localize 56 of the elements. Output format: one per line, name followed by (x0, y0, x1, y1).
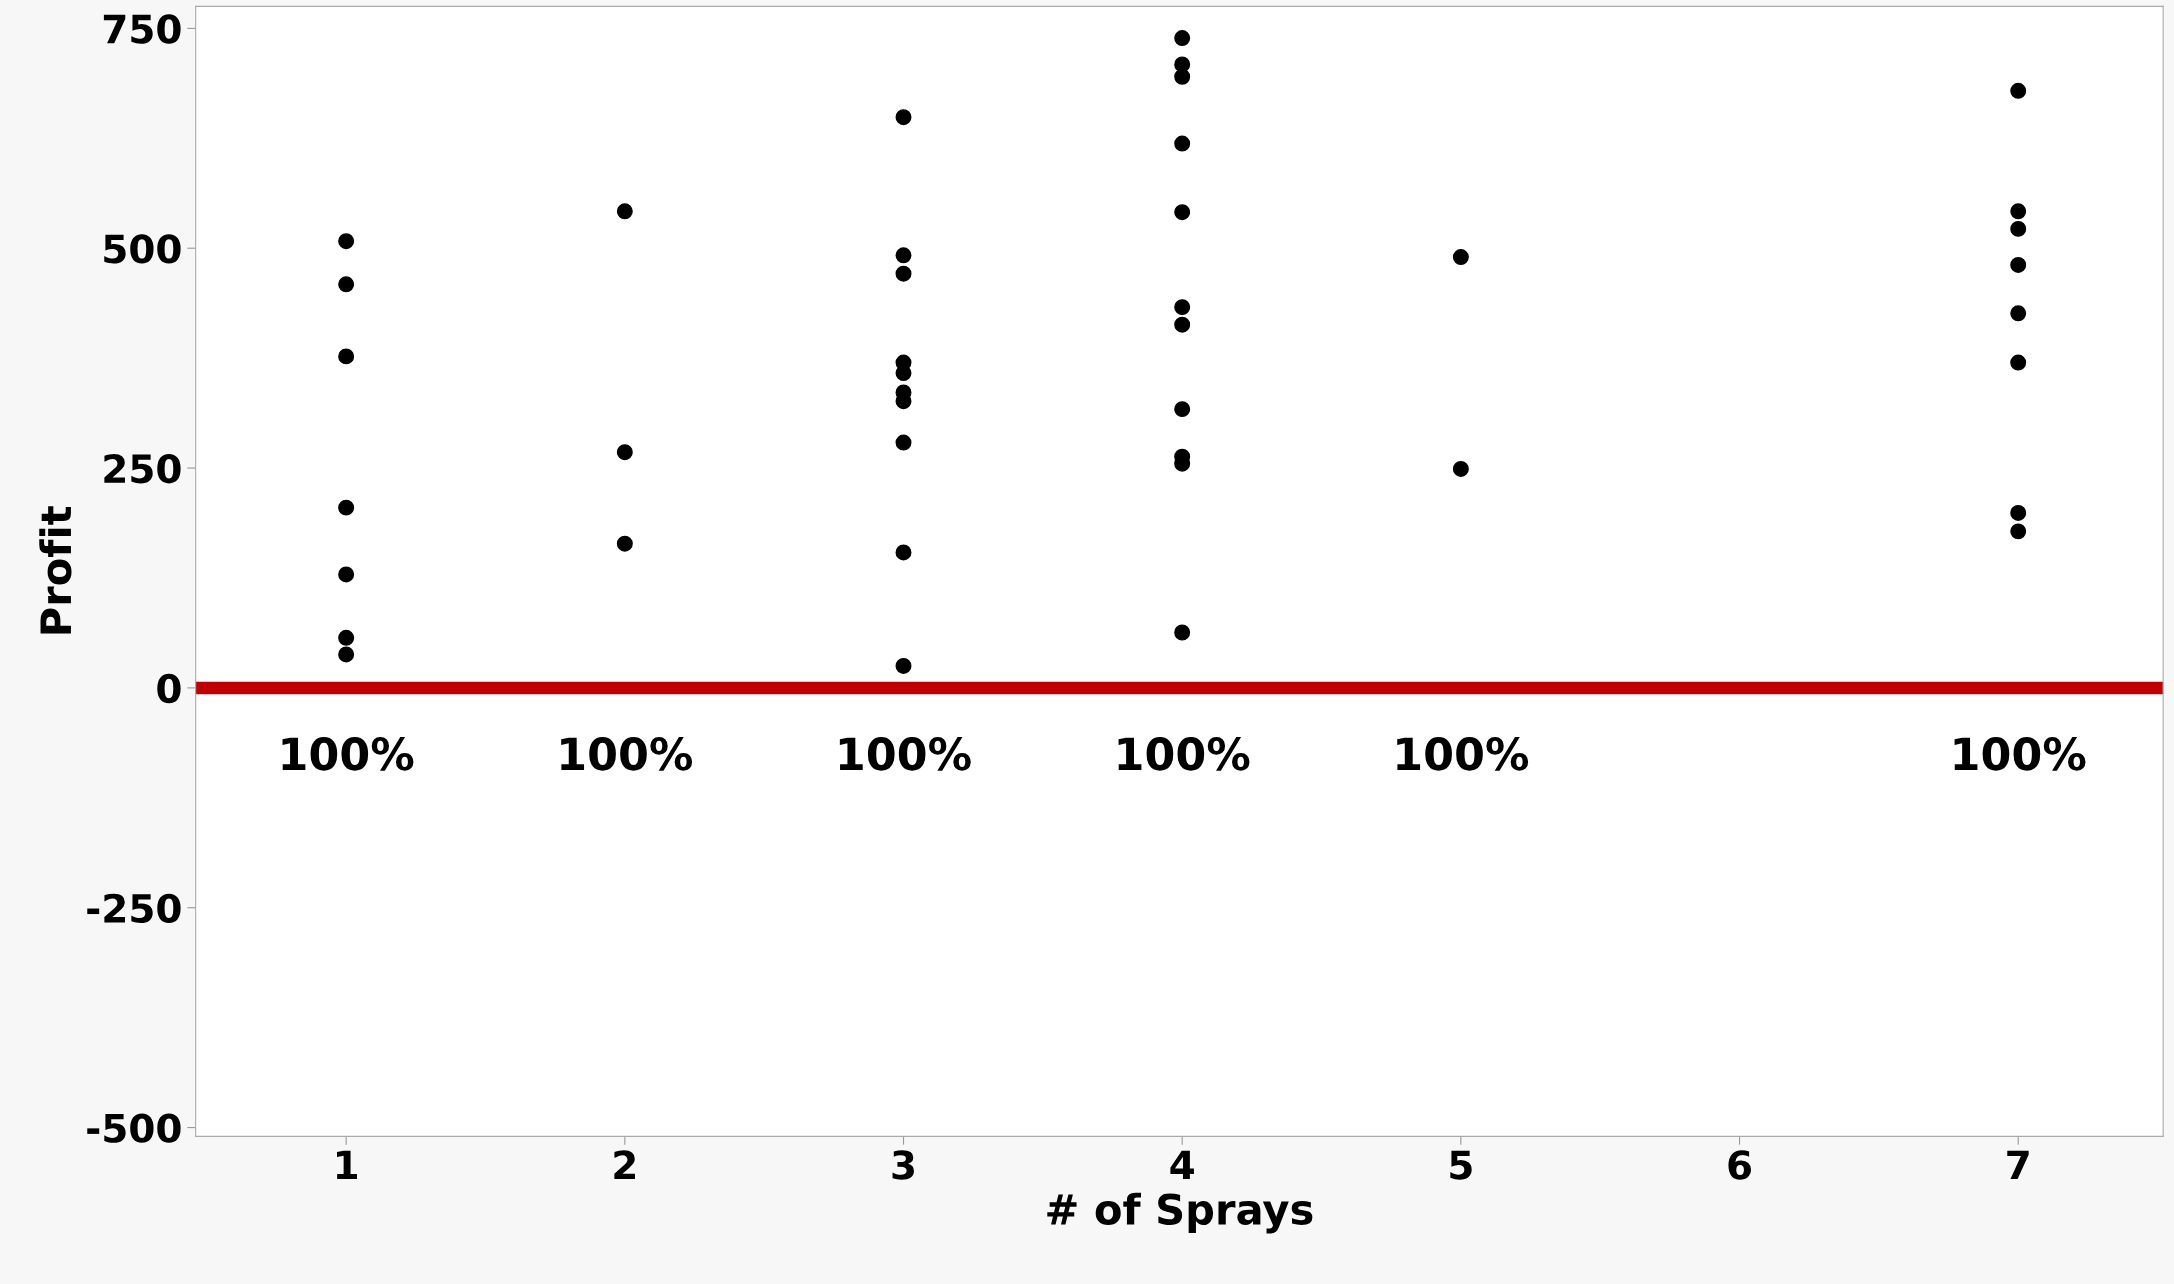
annotation: 100% (839, 737, 971, 771)
point (2010, 354, 2027, 371)
y-tick-label: 500 (104, 234, 181, 264)
point (338, 233, 355, 250)
point (895, 365, 912, 382)
point (895, 247, 912, 264)
point (1174, 135, 1191, 152)
point (338, 629, 355, 646)
y-tick-label: -500 (87, 1113, 181, 1143)
point (2010, 256, 2027, 273)
point (1174, 299, 1191, 316)
y-tick-label: 0 (157, 673, 181, 704)
x-axis-title: # of Sprays (1047, 1192, 1313, 1234)
point (2010, 504, 2027, 521)
point (1174, 401, 1191, 418)
y-tick-label: -250 (87, 893, 181, 924)
y-axis-title: Profit (39, 506, 72, 634)
point (2010, 203, 2027, 220)
x-tick-label: 6 (1728, 1150, 1751, 1180)
point (338, 276, 355, 293)
point (2010, 82, 2027, 99)
x-tick-label: 1 (337, 1150, 357, 1180)
point (895, 109, 912, 126)
point (616, 444, 633, 461)
x-tick-label: 5 (1450, 1150, 1472, 1180)
point (338, 499, 355, 516)
point (1174, 624, 1191, 641)
point (1174, 316, 1191, 333)
point (1174, 30, 1191, 47)
x-tick-label: 7 (2007, 1150, 2029, 1180)
annotation: 100% (1397, 737, 1529, 771)
point (2010, 220, 2027, 237)
y-tick-label: 750 (103, 14, 181, 44)
point (895, 544, 912, 561)
x-tick-label: 4 (1170, 1150, 1194, 1180)
point (1452, 460, 1469, 477)
x-tick-label: 2 (614, 1150, 635, 1180)
annotation: 100% (561, 737, 693, 771)
point (1452, 249, 1469, 266)
annotation: 100% (282, 737, 414, 771)
point (338, 566, 355, 583)
point (1174, 68, 1191, 85)
point (616, 535, 633, 552)
point (338, 348, 355, 365)
point (895, 265, 912, 282)
point (2010, 305, 2027, 322)
point (2010, 523, 2027, 540)
y-tick-label: 250 (104, 453, 181, 484)
point (338, 646, 355, 663)
annotation: 100% (1954, 737, 2086, 771)
point (895, 657, 912, 674)
point (616, 203, 633, 220)
point (895, 434, 912, 451)
annotation: 100% (1118, 737, 1250, 771)
x-tick-label: 3 (892, 1150, 914, 1180)
point (1174, 204, 1191, 221)
